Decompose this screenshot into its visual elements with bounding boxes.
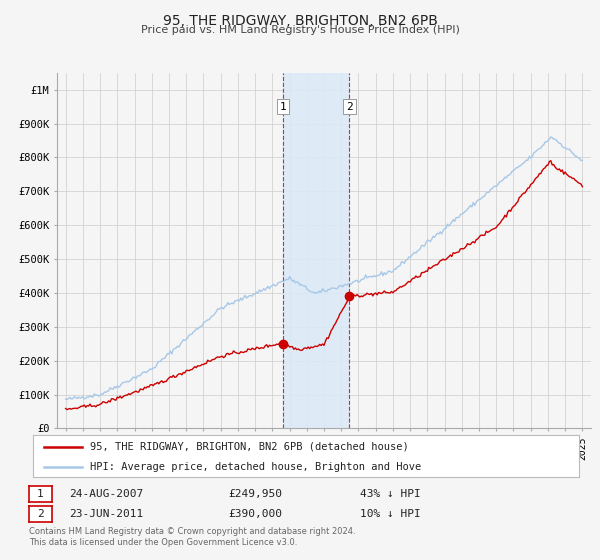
Text: Contains HM Land Registry data © Crown copyright and database right 2024.: Contains HM Land Registry data © Crown c… (29, 528, 355, 536)
Text: 95, THE RIDGWAY, BRIGHTON, BN2 6PB (detached house): 95, THE RIDGWAY, BRIGHTON, BN2 6PB (deta… (91, 442, 409, 452)
Bar (283, 73, 349, 428)
Text: £390,000: £390,000 (228, 509, 282, 519)
Text: 95, THE RIDGWAY, BRIGHTON, BN2 6PB: 95, THE RIDGWAY, BRIGHTON, BN2 6PB (163, 14, 437, 28)
Text: 2: 2 (37, 509, 44, 519)
Text: 10% ↓ HPI: 10% ↓ HPI (360, 509, 421, 519)
Text: 23-JUN-2011: 23-JUN-2011 (69, 509, 143, 519)
Text: 43% ↓ HPI: 43% ↓ HPI (360, 489, 421, 499)
Text: This data is licensed under the Open Government Licence v3.0.: This data is licensed under the Open Gov… (29, 538, 297, 547)
Text: £249,950: £249,950 (228, 489, 282, 499)
Text: 1: 1 (280, 101, 287, 111)
Text: Price paid vs. HM Land Registry's House Price Index (HPI): Price paid vs. HM Land Registry's House … (140, 25, 460, 35)
Text: 24-AUG-2007: 24-AUG-2007 (69, 489, 143, 499)
Text: HPI: Average price, detached house, Brighton and Hove: HPI: Average price, detached house, Brig… (91, 461, 422, 472)
Text: 2: 2 (346, 101, 353, 111)
Text: 1: 1 (37, 489, 44, 499)
